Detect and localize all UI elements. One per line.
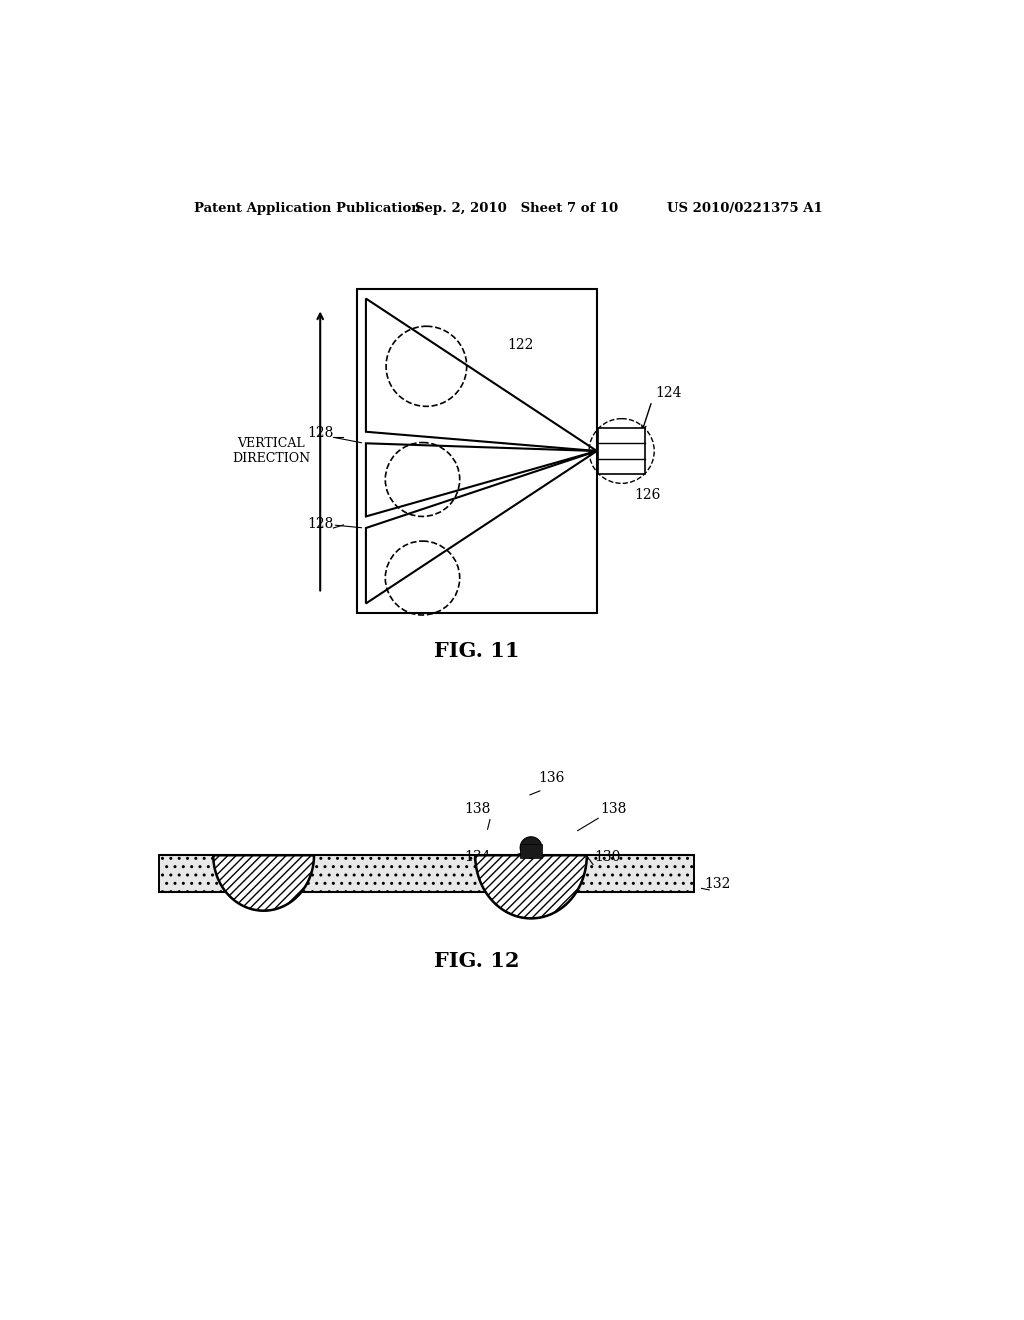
- Bar: [356, 289, 597, 612]
- Polygon shape: [475, 855, 587, 919]
- Text: FIG. 11: FIG. 11: [434, 642, 519, 661]
- Text: FIG. 12: FIG. 12: [434, 950, 519, 972]
- Text: 130: 130: [595, 850, 621, 865]
- Text: 124: 124: [655, 385, 682, 400]
- Text: Sep. 2, 2010   Sheet 7 of 10: Sep. 2, 2010 Sheet 7 of 10: [415, 202, 617, 215]
- Text: 134: 134: [464, 850, 490, 865]
- Text: 136: 136: [539, 771, 565, 785]
- Bar: [598, 428, 645, 474]
- Bar: [159, 855, 693, 892]
- Polygon shape: [213, 855, 314, 911]
- Text: Patent Application Publication: Patent Application Publication: [194, 202, 421, 215]
- Text: 128: 128: [307, 517, 334, 531]
- Text: 132: 132: [703, 878, 730, 891]
- Text: VERTICAL
DIRECTION: VERTICAL DIRECTION: [232, 437, 310, 465]
- Ellipse shape: [520, 837, 542, 858]
- Text: 138: 138: [464, 801, 490, 816]
- Text: 138: 138: [601, 801, 627, 816]
- Bar: [520, 843, 542, 858]
- Text: 126: 126: [634, 488, 660, 502]
- Text: 128: 128: [307, 426, 334, 440]
- Text: 122: 122: [508, 338, 535, 352]
- Text: US 2010/0221375 A1: US 2010/0221375 A1: [667, 202, 822, 215]
